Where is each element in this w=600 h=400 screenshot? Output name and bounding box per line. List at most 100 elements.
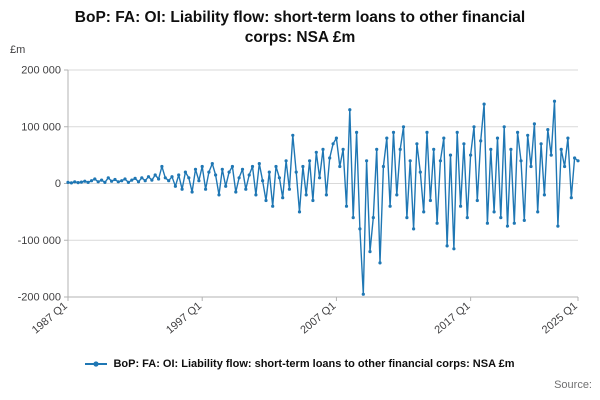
data-point-marker [210,162,214,166]
data-point-marker [395,193,399,197]
data-point-marker [146,175,151,179]
data-point-marker [489,147,493,151]
data-point-marker [381,164,385,169]
y-tick-label: -100 000 [18,235,61,247]
data-point-marker [224,184,228,188]
data-point-marker [469,153,473,157]
data-point-marker [418,170,422,174]
data-point-marker [297,210,302,214]
data-point-marker [227,170,231,174]
data-point-marker [89,179,94,183]
data-point-marker [193,167,198,171]
data-point-marker [281,196,285,200]
data-point-marker [378,261,382,265]
data-point-marker [569,196,573,200]
x-tick-label: 2017 Q1 [433,300,473,336]
legend-line-marker-icon [85,361,108,367]
data-point-marker [170,175,174,179]
data-point-marker [177,173,181,177]
data-point-marker [183,170,187,174]
data-point-marker [311,198,315,203]
data-point-marker [140,176,144,180]
data-point-marker [264,198,268,203]
x-tick-label: 2025 Q1 [540,300,580,336]
data-point-marker [492,210,496,214]
data-point-marker [331,142,335,146]
data-point-marker [230,164,234,169]
data-point-marker [324,193,328,197]
data-point-marker [448,153,453,157]
data-point-marker [338,164,342,169]
data-point-marker [422,210,426,214]
data-point-marker [452,247,456,251]
data-point-marker [505,224,510,228]
data-point-marker [405,216,409,220]
data-point-marker [401,125,406,129]
data-point-marker [375,147,379,151]
data-point-marker [365,159,369,163]
data-point-marker [455,130,459,134]
y-tick-label: -200 000 [18,292,61,304]
data-point-marker [126,180,130,184]
data-point-marker [529,164,533,169]
data-point-marker [69,181,73,185]
data-point-marker [552,99,557,103]
data-point-marker [334,136,338,140]
data-point-marker [153,173,157,177]
data-point-marker [197,179,201,183]
data-point-marker [472,125,476,129]
data-point-marker [86,180,90,184]
data-point-marker [66,180,70,184]
data-point-marker [388,204,392,208]
data-point-marker [361,292,365,296]
data-point-marker [509,147,513,151]
data-point-marker [385,136,389,140]
data-point-marker [284,159,288,163]
data-point-marker [526,133,530,137]
data-point-marker [190,190,194,194]
x-tick-label: 1987 Q1 [30,300,70,336]
data-point-marker [167,179,171,183]
y-tick-label: 0 [55,178,61,190]
data-point-marker [204,187,208,191]
data-point-marker [415,142,419,146]
data-point-marker [462,142,466,146]
data-point-marker [244,187,248,191]
legend-item[interactable]: BoP: FA: OI: Liability flow: short-term … [85,358,515,370]
data-point-marker [344,204,349,208]
source-label: Source: [554,379,592,391]
data-point-marker [425,130,429,134]
data-point-marker [237,176,241,180]
data-point-marker [459,204,463,208]
data-point-marker [499,216,503,220]
data-point-marker [130,178,134,182]
data-point-marker [485,221,489,225]
data-point-marker [355,130,359,134]
data-point-marker [100,178,104,182]
data-point-marker [368,250,372,254]
data-point-marker [516,130,520,134]
data-point-marker [187,176,191,180]
series-line [67,100,579,295]
data-point-marker [314,150,318,154]
data-point-marker [83,179,87,183]
data-point-marker [539,142,543,146]
data-point-marker [549,153,553,157]
data-point-marker [408,159,412,163]
data-point-marker [532,122,537,126]
data-point-marker [522,218,526,222]
data-point-marker [412,227,416,231]
data-point-marker [103,180,107,184]
data-point-marker [217,193,221,197]
data-point-marker [157,177,161,181]
data-point-marker [351,216,355,220]
data-point-marker [445,244,449,248]
legend-label: BoP: FA: OI: Liability flow: short-term … [113,358,515,370]
data-point-marker [133,176,137,180]
data-point-marker [110,179,114,183]
data-point-marker [220,167,224,171]
data-point-marker [150,178,154,182]
data-point-marker [482,102,486,106]
